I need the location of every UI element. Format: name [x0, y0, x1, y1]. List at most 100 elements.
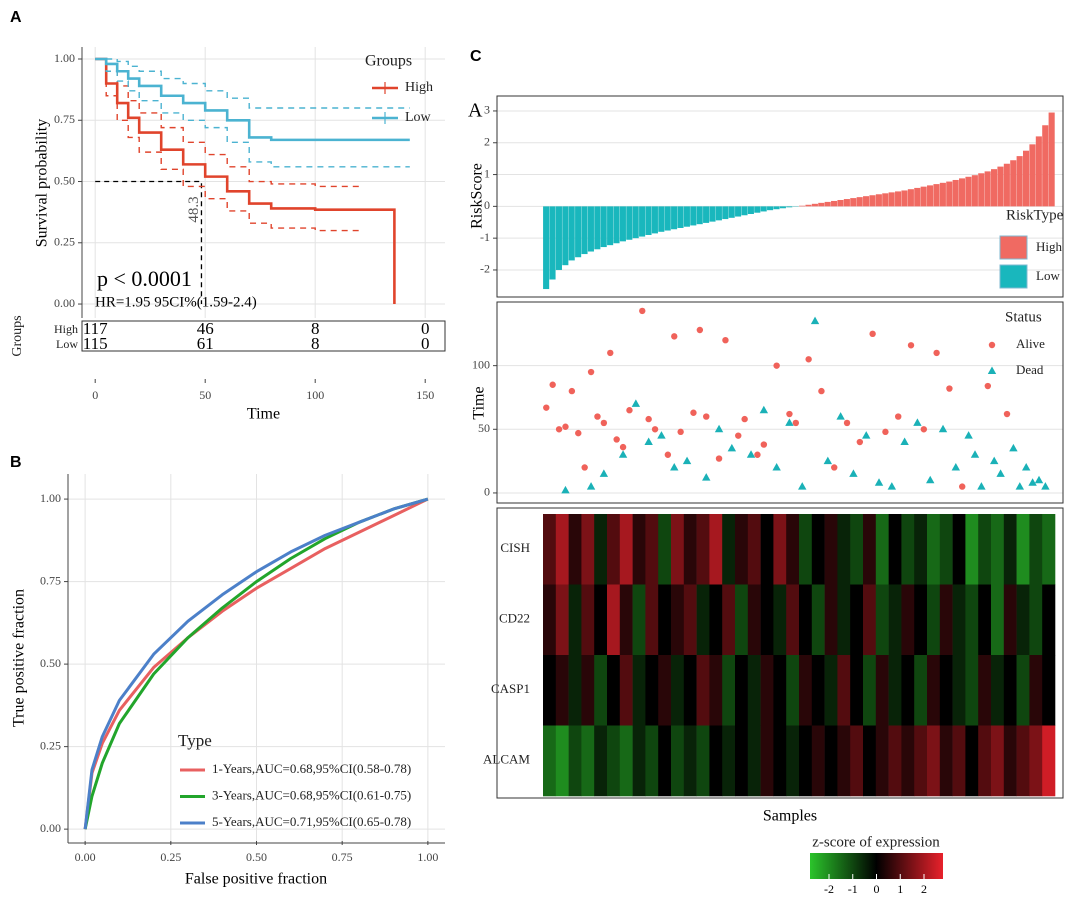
legend-marker	[988, 341, 996, 349]
heatmap-cell	[1003, 655, 1017, 726]
point	[759, 405, 769, 414]
point	[805, 356, 812, 363]
bar	[549, 206, 556, 280]
bar	[639, 206, 646, 237]
bar	[811, 203, 818, 207]
heatmap-cell	[901, 655, 915, 726]
legend-label: High	[1036, 239, 1063, 254]
risk-table-value: 0	[421, 319, 430, 338]
heatmap-cell	[837, 584, 851, 656]
point	[561, 485, 570, 494]
heatmap-cell	[607, 725, 621, 797]
bar	[709, 206, 716, 222]
y-tick-label: 2	[484, 135, 490, 149]
point	[741, 415, 748, 423]
bar	[728, 206, 735, 218]
point	[600, 419, 608, 427]
legend-label: Low	[1036, 268, 1060, 283]
heatmap-cell	[965, 655, 979, 726]
heatmap-cell	[581, 655, 595, 726]
confidence-line	[95, 58, 360, 232]
bar	[779, 206, 786, 209]
bar	[1029, 144, 1036, 207]
risk-table-value: 115	[83, 334, 108, 353]
bar	[632, 206, 639, 239]
x-tick-label: 50	[199, 388, 211, 402]
colorbar-tick-label: 0	[874, 882, 880, 896]
heatmap-cell	[709, 584, 723, 656]
heatmap-cell	[786, 584, 800, 656]
point	[657, 431, 666, 439]
heatmap-cell	[696, 514, 710, 585]
heatmap-cell	[837, 655, 851, 726]
x-tick-label: 1.00	[417, 850, 438, 864]
heatmap-cell	[1042, 655, 1056, 726]
bar	[683, 206, 690, 227]
heatmap-cell	[632, 655, 646, 726]
point	[862, 431, 871, 439]
bar	[863, 196, 870, 207]
y-axis-title: Survival probability	[34, 119, 51, 247]
heatmap-cell	[914, 584, 928, 656]
heatmap-cell	[645, 584, 659, 656]
heatmap-cell	[594, 514, 608, 585]
heatmap-cell	[760, 514, 774, 585]
heatmap-cell	[581, 725, 595, 797]
bar	[1042, 125, 1049, 207]
heatmap-cell	[645, 725, 659, 797]
heatmap-cell	[1016, 655, 1030, 726]
heatmap-cell	[863, 514, 877, 585]
bar	[747, 206, 754, 214]
point	[702, 473, 711, 481]
heatmap-cell	[952, 584, 966, 656]
heatmap-cell	[709, 725, 723, 797]
point	[760, 441, 768, 448]
y-tick-label: 0.00	[54, 296, 75, 310]
heatmap-cell	[632, 725, 646, 797]
risk-table-value: 0	[421, 334, 430, 353]
heatmap-cell	[875, 655, 889, 726]
heatmap-cell	[991, 584, 1005, 656]
legend-label: Low	[405, 110, 432, 125]
point	[773, 362, 780, 369]
bar	[1016, 156, 1023, 207]
point	[785, 418, 794, 426]
panel-letter: B	[10, 454, 22, 471]
heatmap-cell	[722, 514, 736, 585]
x-tick-label: 0.50	[246, 850, 267, 864]
heatmap-cell	[619, 514, 633, 585]
bar	[920, 186, 927, 207]
point	[664, 451, 672, 458]
colorbar-tick-label: 1	[897, 882, 903, 896]
heatmap-cell	[735, 584, 749, 656]
heatmap-cell	[875, 584, 889, 656]
point	[735, 432, 742, 439]
heatmap-cell	[786, 514, 800, 585]
risk-table-row-label: Low	[56, 337, 78, 351]
point	[818, 387, 825, 395]
legend-label: 3-Years,AUC=0.68,95%CI(0.61-0.75)	[212, 787, 411, 802]
row-label: CISH	[500, 540, 530, 555]
point	[946, 385, 953, 392]
bar	[575, 206, 582, 258]
heatmap-cell	[760, 725, 774, 797]
heatmap-cell	[658, 514, 672, 585]
heatmap-cell	[773, 514, 787, 585]
bar	[587, 206, 594, 252]
heatmap-cell	[850, 655, 864, 726]
point	[722, 336, 729, 344]
legend-label: 1-Years,AUC=0.68,95%CI(0.58-0.78)	[212, 761, 411, 776]
bar	[1010, 160, 1017, 207]
heatmap-cell	[735, 655, 749, 726]
colorbar-tick-label: -2	[824, 882, 834, 896]
risk-table-title: Groups	[10, 315, 25, 356]
heatmap-cell	[1016, 725, 1030, 797]
bar	[690, 206, 697, 226]
colorbar-tick-label: 2	[921, 882, 927, 896]
annotation: p < 0.0001	[97, 266, 192, 291]
heatmap-cell	[658, 584, 672, 656]
heatmap-cell	[581, 514, 595, 585]
heatmap-cell	[939, 514, 953, 585]
y-tick-label: 0.25	[54, 235, 75, 249]
bar	[1003, 163, 1010, 207]
